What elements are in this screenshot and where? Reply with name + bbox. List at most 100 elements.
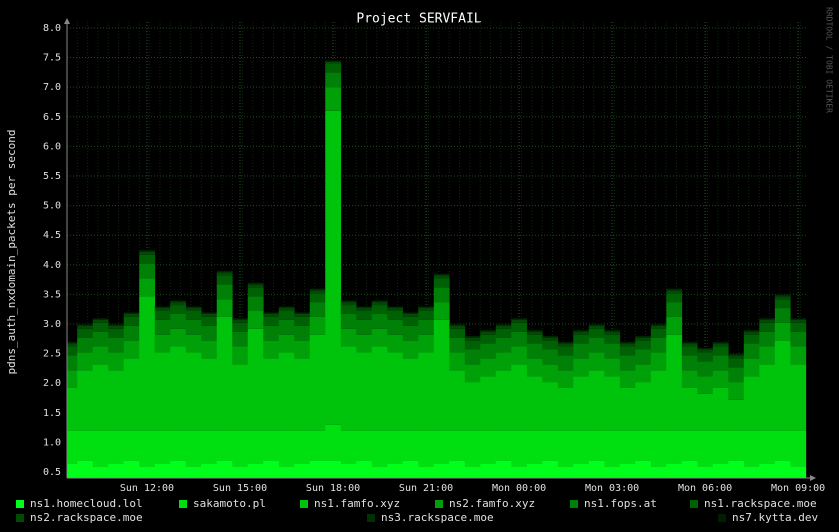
area-segment (170, 300, 187, 303)
area-segment (201, 312, 218, 314)
area-segment (325, 110, 342, 425)
area-segment (464, 336, 481, 338)
area-segment (67, 341, 78, 343)
area-segment (759, 346, 776, 365)
area-segment (67, 355, 78, 371)
area-segment (139, 296, 156, 431)
area-segment (511, 466, 528, 478)
area-segment (325, 61, 342, 64)
x-axis-arrow (810, 475, 816, 481)
area-segment (402, 460, 419, 478)
area-segment (232, 318, 249, 319)
area-segment (449, 324, 466, 326)
area-segment (67, 463, 78, 478)
area-segment (325, 72, 342, 88)
x-tick-label: Mon 06:00 (678, 483, 732, 494)
area-segment (743, 358, 760, 377)
y-tick-label: 4.5 (43, 230, 61, 241)
area-segment (356, 334, 373, 353)
area-segment (418, 466, 435, 478)
area-segment (139, 250, 156, 252)
x-tick-label: Sun 18:00 (306, 483, 360, 494)
area-segment (759, 463, 776, 478)
area-segment (309, 290, 326, 294)
area-segment (604, 430, 621, 467)
area-segment (588, 430, 605, 461)
area-segment (666, 463, 683, 478)
area-segment (604, 466, 621, 478)
legend-label: sakamoto.pl (193, 497, 266, 510)
area-segment (387, 463, 404, 478)
area-segment (232, 318, 249, 320)
area-segment (480, 343, 497, 359)
area-segment (247, 283, 264, 285)
area-segment (77, 370, 94, 431)
area-segment (108, 325, 125, 329)
area-segment (170, 313, 187, 329)
area-segment (356, 352, 373, 431)
area-segment (139, 263, 156, 279)
area-segment (542, 430, 559, 461)
legend-swatch (300, 500, 308, 508)
x-tick-label: Sun 12:00 (120, 483, 174, 494)
area-segment (67, 430, 78, 464)
area-segment (263, 312, 280, 314)
area-segment (387, 308, 404, 311)
area-segment (495, 370, 512, 431)
y-tick-label: 7.5 (43, 53, 61, 64)
area-segment (697, 466, 714, 478)
area-segment (108, 463, 125, 478)
area-segment (402, 316, 419, 326)
area-segment (77, 337, 94, 353)
area-segment (154, 306, 171, 307)
area-segment (557, 342, 574, 344)
area-segment (356, 319, 373, 335)
area-segment (666, 430, 683, 464)
area-segment (278, 308, 295, 311)
area-segment (216, 275, 233, 285)
x-tick-label: Mon 00:00 (492, 483, 546, 494)
area-segment (697, 430, 714, 467)
area-segment (666, 316, 683, 335)
area-segment (759, 364, 776, 431)
area-segment (67, 346, 78, 356)
area-segment (774, 340, 791, 431)
area-segment (697, 393, 714, 431)
area-segment (201, 312, 218, 313)
area-segment (774, 322, 791, 341)
area-segment (263, 430, 280, 461)
area-segment (433, 319, 450, 431)
area-segment (247, 296, 264, 311)
area-segment (170, 300, 187, 301)
area-segment (604, 329, 621, 331)
y-axis-label: pdns_auth_nxdomain_packets per second (5, 129, 18, 374)
area-segment (356, 306, 373, 307)
area-segment (743, 334, 760, 344)
area-segment (619, 341, 636, 343)
area-segment (542, 364, 559, 383)
y-tick-label: 3.5 (43, 289, 61, 300)
area-segment (294, 325, 311, 341)
area-segment (325, 87, 342, 111)
area-segment (604, 334, 621, 344)
area-segment (387, 306, 404, 309)
legend-label: ns1.rackspace.moe (704, 497, 817, 510)
chart-title: Project SERVFAIL (356, 12, 481, 27)
area-segment (650, 352, 667, 371)
y-tick-label: 6.5 (43, 112, 61, 123)
area-segment (666, 288, 683, 290)
area-segment (542, 335, 559, 337)
area-segment (263, 316, 280, 326)
area-segment (511, 331, 528, 347)
area-segment (526, 463, 543, 478)
area-segment (325, 460, 342, 478)
area-segment (449, 430, 466, 461)
area-segment (387, 352, 404, 431)
area-segment (92, 319, 109, 323)
area-segment (774, 460, 791, 478)
y-tick-label: 2.0 (43, 378, 61, 389)
area-segment (712, 341, 729, 343)
area-segment (557, 343, 574, 347)
area-segment (154, 463, 171, 478)
area-segment (309, 293, 326, 303)
